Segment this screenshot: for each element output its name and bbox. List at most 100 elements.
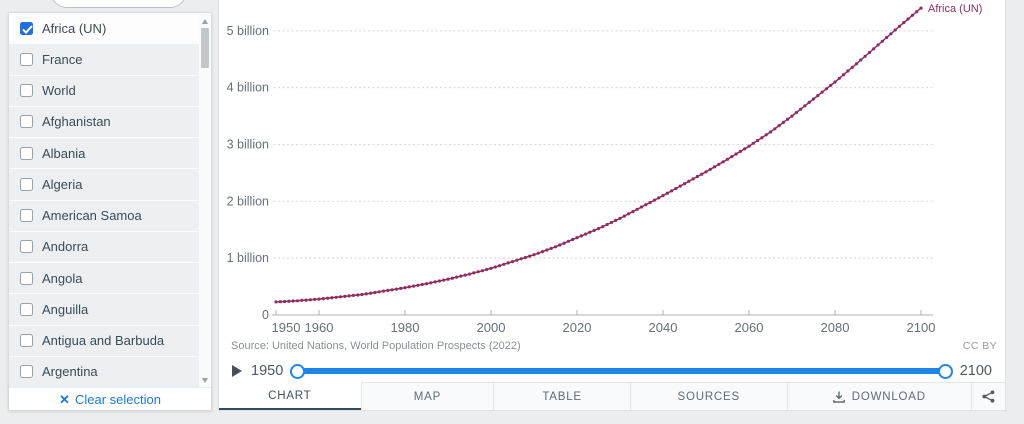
data-point: [360, 292, 364, 297]
checkbox-checked[interactable]: [20, 21, 33, 35]
data-point: [553, 245, 558, 249]
list-item[interactable]: Argentina: [9, 356, 211, 388]
list-item[interactable]: World: [9, 75, 211, 107]
data-point: [700, 172, 704, 176]
data-point: [734, 152, 738, 156]
data-point: [291, 299, 295, 303]
checkbox[interactable]: [20, 365, 33, 379]
list-item[interactable]: American Samoa: [9, 200, 211, 232]
entity-label: World: [42, 83, 76, 99]
x-axis-tick-label: 2000: [477, 320, 506, 335]
list-item[interactable]: Angola: [9, 263, 211, 295]
checkbox[interactable]: [20, 84, 33, 98]
data-point: [493, 265, 497, 269]
data-point: [627, 212, 631, 216]
data-point: [811, 97, 816, 101]
data-point: [295, 299, 300, 303]
scroll-up-icon[interactable]: [199, 15, 211, 27]
checkbox[interactable]: [20, 209, 33, 223]
data-point: [463, 273, 467, 277]
data-point: [300, 298, 304, 302]
list-item[interactable]: Andorra: [9, 231, 211, 263]
checkbox[interactable]: [20, 334, 33, 348]
list-item[interactable]: Albania: [9, 138, 211, 170]
data-point: [545, 248, 549, 252]
y-axis-tick-label: 2 billion: [227, 194, 269, 208]
list-item[interactable]: France: [9, 44, 211, 76]
entity-list: Africa (UN) France World Afghanistan Albania…: [9, 13, 211, 388]
checkbox[interactable]: [20, 115, 33, 129]
tab-sources[interactable]: SOURCES: [629, 382, 787, 410]
data-point: [803, 104, 807, 108]
checkbox[interactable]: [20, 146, 33, 160]
data-point: [532, 253, 536, 257]
list-item[interactable]: Africa (UN): [9, 13, 211, 45]
data-point: [859, 58, 863, 62]
list-item[interactable]: Antigua and Barbuda: [9, 325, 211, 357]
scrollbar-thumb[interactable]: [201, 28, 209, 68]
scroll-down-icon[interactable]: [199, 374, 211, 386]
data-point: [786, 117, 790, 121]
close-icon: ✕: [59, 391, 70, 407]
data-point: [523, 255, 527, 260]
tab-share[interactable]: [971, 382, 1005, 410]
data-point: [906, 17, 910, 21]
source-text: Source: United Nations, World Population…: [231, 340, 521, 352]
data-point: [373, 290, 377, 295]
timeline-track[interactable]: [294, 368, 949, 374]
clear-selection-button[interactable]: ✕ Clear selection: [9, 387, 211, 410]
timeline-handle-start[interactable]: [290, 363, 306, 379]
entity-label: Albania: [42, 145, 86, 161]
data-point: [502, 262, 506, 266]
timeline-slider: [290, 363, 953, 379]
data-point: [575, 236, 579, 240]
checkbox[interactable]: [20, 302, 33, 316]
play-icon[interactable]: [232, 365, 242, 377]
data-point: [369, 291, 373, 295]
tab-chart[interactable]: CHART: [219, 382, 361, 410]
data-point: [278, 300, 282, 304]
data-point: [536, 251, 540, 255]
series-end-label: Africa (UN): [928, 3, 982, 15]
data-point: [274, 300, 278, 304]
data-point: [721, 160, 725, 164]
data-point: [919, 6, 923, 10]
timeline-handle-end[interactable]: [937, 363, 953, 379]
data-point: [807, 100, 811, 104]
tab-table[interactable]: TABLE: [493, 382, 630, 410]
tab-download[interactable]: DOWNLOAD: [786, 382, 972, 410]
data-point: [489, 266, 493, 270]
checkbox[interactable]: [20, 271, 33, 285]
data-point: [283, 299, 287, 304]
data-point: [738, 149, 743, 153]
checkbox[interactable]: [20, 52, 33, 66]
data-point: [455, 275, 459, 279]
data-point: [356, 293, 360, 297]
checkbox[interactable]: [20, 177, 33, 191]
list-item[interactable]: Algeria: [9, 169, 211, 201]
data-point: [678, 184, 682, 188]
data-point: [433, 280, 437, 284]
license-badge[interactable]: CC BY: [962, 340, 997, 352]
x-axis-tick-label: 2040: [649, 320, 678, 335]
y-axis-tick-label: 5 billion: [227, 24, 269, 38]
list-item[interactable]: Anguilla: [9, 294, 211, 326]
checkbox[interactable]: [20, 240, 33, 254]
data-point: [872, 47, 876, 51]
data-point: [631, 210, 635, 214]
data-point: [652, 198, 656, 202]
data-point: [794, 111, 798, 115]
list-item[interactable]: Afghanistan: [9, 106, 211, 138]
data-point: [829, 83, 833, 87]
tab-map[interactable]: MAP: [360, 382, 494, 410]
data-point: [467, 272, 472, 276]
entity-search-input[interactable]: [50, 0, 187, 8]
data-point: [442, 278, 446, 282]
data-point: [330, 296, 334, 300]
entity-list-scrollbar[interactable]: [199, 13, 211, 388]
data-point: [446, 277, 450, 281]
data-point: [717, 162, 721, 166]
data-point: [854, 62, 859, 66]
data-point: [768, 130, 773, 134]
data-point: [730, 155, 734, 159]
